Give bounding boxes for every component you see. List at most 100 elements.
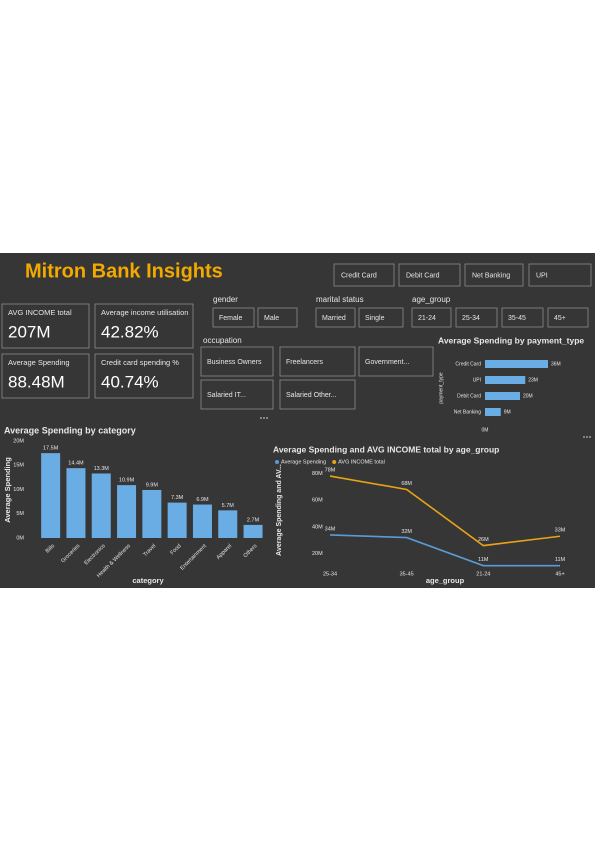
kpi-label: Credit card spending % <box>101 358 179 367</box>
filter-option[interactable] <box>411 307 452 328</box>
data-label: 26M <box>478 537 489 543</box>
x-axis-label: category <box>132 576 164 585</box>
filter-option-label: 45+ <box>554 315 566 322</box>
data-label: 34M <box>325 526 336 532</box>
bar <box>243 524 263 538</box>
filter-option-label: Business Owners <box>207 359 262 366</box>
kpi-label: AVG INCOME total <box>8 308 72 317</box>
kpi-card <box>94 353 194 399</box>
filter-label: occupation <box>203 336 242 345</box>
bar <box>485 376 526 384</box>
legend-marker <box>332 460 337 464</box>
dashboard-background <box>0 253 595 588</box>
filter-option-label: 21-24 <box>418 315 436 322</box>
bar <box>218 510 238 538</box>
filter-option[interactable] <box>455 307 498 328</box>
data-label: 13.3M <box>94 466 110 472</box>
filter-label: gender <box>213 295 238 304</box>
filter-option-label: Single <box>365 315 385 322</box>
filter-option[interactable] <box>212 307 255 328</box>
y-tick-label: 5M <box>16 511 24 517</box>
legend-label: Average Spending <box>281 459 326 465</box>
filter-option[interactable] <box>200 379 274 410</box>
slicer-label: UPI <box>536 272 548 279</box>
kpi-value: 40.74% <box>101 372 159 391</box>
filter-option[interactable] <box>358 307 404 328</box>
slicer-label: Debit Card <box>406 272 440 279</box>
filter-option-label: Salaried IT... <box>207 392 246 399</box>
kpi-card <box>94 303 194 349</box>
line-series <box>329 534 560 567</box>
more-icon <box>583 436 591 438</box>
y-axis-label: Average Spending and AV... <box>276 464 283 556</box>
filter-option[interactable] <box>547 307 589 328</box>
data-label: 9.9M <box>146 482 159 488</box>
data-label: 33M <box>555 528 566 534</box>
bar <box>117 485 137 538</box>
x-tick-label: Bills <box>45 543 57 555</box>
bar <box>485 360 548 368</box>
x-tick-label: 21-24 <box>476 571 490 577</box>
y-tick-label: 15M <box>13 463 24 469</box>
filter-option[interactable] <box>279 379 356 410</box>
data-label: 78M <box>325 468 336 474</box>
filter-option-label: Government... <box>365 359 409 366</box>
filter-option-label: Married <box>322 315 346 322</box>
data-label: 2.7M <box>247 517 260 523</box>
line-series <box>329 475 561 547</box>
slicer-button[interactable] <box>528 263 592 287</box>
filter-label: age_group <box>412 295 451 304</box>
legend-marker <box>275 460 279 464</box>
x-tick-label: 45+ <box>555 571 564 577</box>
filter-label: marital status <box>316 295 364 304</box>
kpi-card <box>1 303 90 349</box>
filter-option-label: Female <box>219 315 242 322</box>
y-tick-label: 10M <box>13 487 24 493</box>
data-label: 14.4M <box>68 461 84 467</box>
y-tick-label: 20M <box>312 551 323 557</box>
y-tick-label: Credit Card <box>455 361 481 367</box>
filter-option[interactable] <box>315 307 356 328</box>
data-label: 7.3M <box>171 495 184 501</box>
bar <box>41 453 61 538</box>
y-tick-label: 0M <box>16 535 24 541</box>
kpi-label: Average Spending <box>8 358 70 367</box>
x-tick-label: 0M <box>482 427 489 433</box>
dashboard-title: Mitron Bank Insights <box>25 260 223 282</box>
bar <box>91 473 111 538</box>
bar <box>142 489 162 538</box>
x-tick-label: 35-45 <box>400 571 414 577</box>
more-icon <box>260 417 268 419</box>
filter-option[interactable] <box>358 346 434 377</box>
filter-option-label: 25-34 <box>462 315 480 322</box>
filter-option[interactable] <box>501 307 544 328</box>
filter-option[interactable] <box>279 346 356 377</box>
data-label: 17.5M <box>43 446 59 452</box>
data-label: 11M <box>478 557 489 563</box>
kpi-value: 207M <box>8 322 51 341</box>
bar <box>485 408 501 416</box>
filter-option[interactable] <box>257 307 298 328</box>
slicer-label: Net Banking <box>472 272 510 279</box>
y-tick-label: UPI <box>473 377 481 383</box>
data-label: 5.7M <box>222 503 235 509</box>
slicer-button[interactable] <box>398 263 461 287</box>
filter-option-label: Male <box>264 315 279 322</box>
y-axis-label: payment_type <box>438 372 444 404</box>
x-axis-label: age_group <box>426 576 465 585</box>
bar <box>192 504 212 538</box>
y-axis-label: Average Spending <box>3 457 12 523</box>
data-label: 6.9M <box>196 497 209 503</box>
bar <box>167 502 187 538</box>
filter-option-label: Salaried Other... <box>286 392 337 399</box>
filter-option[interactable] <box>200 346 274 377</box>
kpi-card <box>1 353 90 399</box>
slicer-button[interactable] <box>333 263 395 287</box>
y-tick-label: 40M <box>312 524 323 530</box>
slicer-button[interactable] <box>464 263 524 287</box>
x-tick-label: 25-34 <box>323 571 337 577</box>
filter-option-label: 35-45 <box>508 315 526 322</box>
y-tick-label: 60M <box>312 498 323 504</box>
filter-option-label: Freelancers <box>286 359 323 366</box>
